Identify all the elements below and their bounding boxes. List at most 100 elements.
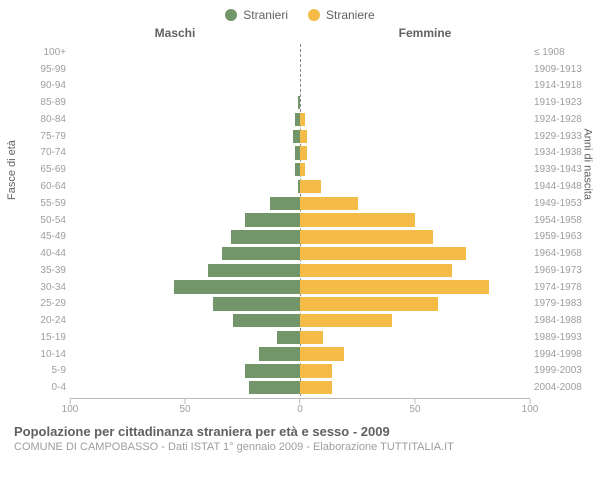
birth-label: 1944-1948 (534, 181, 588, 192)
pyramid-row: 75-791929-1933 (70, 128, 530, 145)
legend-item-female: Straniere (308, 8, 375, 22)
x-tick: 0 (297, 399, 303, 415)
female-half (300, 279, 530, 296)
legend: Stranieri Straniere (0, 0, 600, 26)
male-half (70, 78, 300, 95)
female-half (300, 312, 530, 329)
pyramid-row: 35-391969-1973 (70, 262, 530, 279)
male-half (70, 312, 300, 329)
male-bar (174, 280, 301, 293)
pyramid-row: 100+≤ 1908 (70, 44, 530, 61)
male-half (70, 295, 300, 312)
column-headers: Maschi Femmine (0, 26, 600, 40)
male-half (70, 212, 300, 229)
chart-subtitle: COMUNE DI CAMPOBASSO - Dati ISTAT 1° gen… (14, 441, 586, 453)
female-half (300, 78, 530, 95)
age-label: 5-9 (22, 365, 66, 376)
pyramid-row: 95-991909-1913 (70, 61, 530, 78)
female-half (300, 228, 530, 245)
age-label: 0-4 (22, 382, 66, 393)
female-bar (300, 213, 415, 226)
pyramid-row: 85-891919-1923 (70, 94, 530, 111)
chart-title: Popolazione per cittadinanza straniera p… (14, 424, 586, 439)
pyramid-row: 20-241984-1988 (70, 312, 530, 329)
birth-label: 1984-1988 (534, 315, 588, 326)
birth-label: 1969-1973 (534, 265, 588, 276)
birth-label: 1994-1998 (534, 349, 588, 360)
age-label: 30-34 (22, 282, 66, 293)
age-label: 65-69 (22, 164, 66, 175)
x-axis: 10050050100 (70, 398, 530, 420)
female-half (300, 178, 530, 195)
birth-label: 1999-2003 (534, 365, 588, 376)
male-bar (259, 347, 300, 360)
male-swatch (225, 9, 237, 21)
age-label: 35-39 (22, 265, 66, 276)
age-label: 70-74 (22, 147, 66, 158)
female-bar (300, 130, 307, 143)
birth-label: 1979-1983 (534, 298, 588, 309)
age-label: 25-29 (22, 298, 66, 309)
age-label: 100+ (22, 47, 66, 58)
male-half (70, 111, 300, 128)
female-half (300, 145, 530, 162)
male-bar (208, 264, 300, 277)
y-axis-left-title: Fasce di età (6, 140, 18, 200)
pyramid-rows: 100+≤ 190895-991909-191390-941914-191885… (70, 44, 530, 396)
female-half (300, 44, 530, 61)
birth-label: 1914-1918 (534, 80, 588, 91)
female-half (300, 111, 530, 128)
tick-label: 100 (62, 404, 79, 415)
female-bar (300, 163, 305, 176)
tick-label: 0 (297, 404, 303, 415)
age-label: 55-59 (22, 198, 66, 209)
birth-label: 1929-1933 (534, 131, 588, 142)
age-label: 90-94 (22, 80, 66, 91)
birth-label: 1924-1928 (534, 114, 588, 125)
female-bar (300, 381, 332, 394)
male-bar (293, 130, 300, 143)
female-bar (300, 364, 332, 377)
female-bar (300, 280, 489, 293)
age-label: 95-99 (22, 64, 66, 75)
pyramid-row: 90-941914-1918 (70, 78, 530, 95)
male-half (70, 94, 300, 111)
female-half (300, 329, 530, 346)
female-half (300, 346, 530, 363)
birth-label: 1939-1943 (534, 164, 588, 175)
female-swatch (308, 9, 320, 21)
male-half (70, 178, 300, 195)
female-half (300, 379, 530, 396)
male-bar (233, 314, 300, 327)
chart-area: Fasce di età Anni di nascita 100+≤ 19089… (10, 40, 590, 420)
pyramid-row: 0-42004-2008 (70, 379, 530, 396)
male-half (70, 363, 300, 380)
pyramid-row: 45-491959-1963 (70, 228, 530, 245)
female-half (300, 94, 530, 111)
header-male: Maschi (0, 26, 300, 40)
pyramid-row: 25-291979-1983 (70, 295, 530, 312)
female-half (300, 61, 530, 78)
x-tick: 50 (409, 399, 420, 415)
pyramid-row: 15-191989-1993 (70, 329, 530, 346)
age-label: 40-44 (22, 248, 66, 259)
legend-item-male: Stranieri (225, 8, 288, 22)
female-bar (300, 197, 358, 210)
age-label: 10-14 (22, 349, 66, 360)
birth-label: 1959-1963 (534, 231, 588, 242)
birth-label: 2004-2008 (534, 382, 588, 393)
legend-label-male: Stranieri (243, 8, 288, 22)
age-label: 75-79 (22, 131, 66, 142)
birth-label: 1919-1923 (534, 97, 588, 108)
pyramid-row: 65-691939-1943 (70, 161, 530, 178)
female-half (300, 128, 530, 145)
female-bar (300, 331, 323, 344)
male-bar (231, 230, 300, 243)
age-label: 80-84 (22, 114, 66, 125)
header-female: Femmine (300, 26, 600, 40)
pyramid-row: 30-341974-1978 (70, 279, 530, 296)
female-half (300, 195, 530, 212)
age-label: 15-19 (22, 332, 66, 343)
legend-label-female: Straniere (326, 8, 375, 22)
male-bar (277, 331, 300, 344)
